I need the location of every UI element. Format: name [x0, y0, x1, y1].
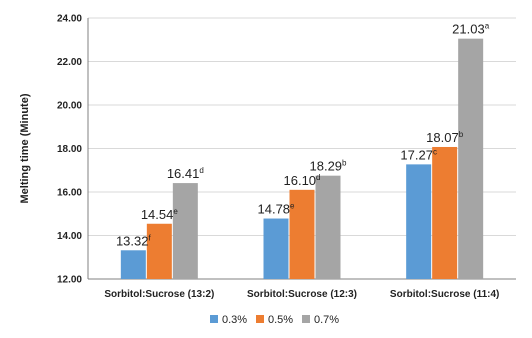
y-tick-label: 16.00: [57, 188, 82, 199]
bars: [120, 38, 484, 279]
data-label: 16.41d: [167, 166, 204, 181]
y-axis-label: Melting time (Minute): [19, 93, 31, 203]
category-labels: Sorbitol:Sucrose (13:2) Sorbitol:Sucrose …: [104, 289, 499, 300]
y-tick-label: 14.00: [57, 231, 82, 242]
category-label: Sorbitol:Sucrose (11:4): [390, 289, 499, 300]
bar: [315, 175, 341, 279]
category-label: Sorbitol:Sucrose (13:2): [104, 289, 214, 300]
legend-swatch: [302, 315, 310, 323]
y-tick-label: 24.00: [57, 14, 82, 25]
bar: [406, 164, 432, 279]
data-label: 16.10d: [284, 173, 321, 188]
bar: [432, 146, 458, 279]
y-tick-label: 12.00: [57, 275, 82, 286]
data-label: 17.27c: [400, 147, 437, 162]
data-label: 14.54e: [141, 207, 179, 222]
bar: [458, 38, 484, 279]
legend-entry: 0.5%: [268, 314, 293, 326]
legend-entry: 0.7%: [314, 314, 339, 326]
bar: [289, 189, 315, 279]
bar: [146, 223, 172, 279]
y-tick-label: 20.00: [57, 101, 82, 112]
data-label: 14.78e: [258, 202, 296, 217]
data-label: 21.03a: [452, 22, 490, 37]
y-tick-label: 22.00: [57, 57, 82, 68]
bar: [172, 183, 198, 279]
data-label: 13.32f: [116, 233, 152, 248]
y-tick-labels: 12.00 14.00 16.00 18.00 20.00 22.00 24.00: [57, 14, 82, 286]
y-tick-label: 18.00: [57, 144, 82, 155]
legend-swatch: [256, 315, 264, 323]
legend-entry: 0.3%: [222, 314, 247, 326]
bar: [263, 218, 289, 279]
bar: [120, 250, 146, 279]
data-label: 18.07b: [426, 130, 464, 145]
legend: 0.3% 0.5% 0.7%: [210, 314, 339, 326]
category-label: Sorbitol:Sucrose (12:3): [247, 289, 357, 300]
data-label: 18.29b: [310, 159, 348, 174]
legend-swatch: [210, 315, 218, 323]
